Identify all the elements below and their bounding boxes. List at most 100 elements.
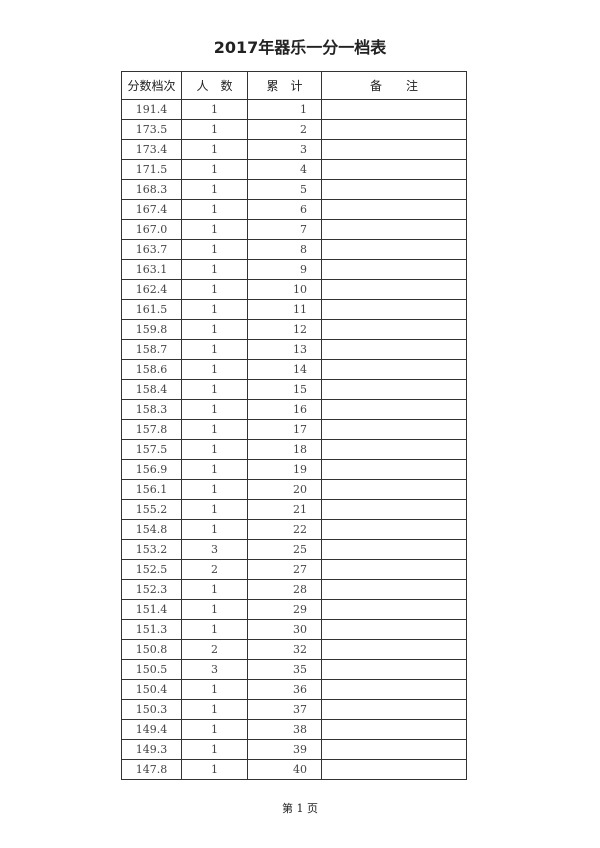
count-cell: 1 — [181, 239, 248, 260]
cumulative-cell: 6 — [247, 199, 322, 220]
table-row: 158.7 1 13 — [121, 339, 467, 360]
table-row: 173.5 1 2 — [121, 119, 467, 140]
notes-cell — [321, 699, 467, 720]
notes-cell — [321, 199, 467, 220]
cumulative-cell: 40 — [247, 759, 322, 780]
cumulative-cell: 35 — [247, 659, 322, 680]
table-row: 157.5 1 18 — [121, 439, 467, 460]
cumulative-cell: 20 — [247, 479, 322, 500]
table-row: 158.3 1 16 — [121, 399, 467, 420]
score-cell: 156.1 — [121, 479, 182, 500]
count-cell: 1 — [181, 499, 248, 520]
table-row: 163.7 1 8 — [121, 239, 467, 260]
cumulative-cell: 18 — [247, 439, 322, 460]
count-cell: 1 — [181, 259, 248, 280]
table-row: 149.3 1 39 — [121, 739, 467, 760]
score-cell: 167.4 — [121, 199, 182, 220]
count-cell: 1 — [181, 719, 248, 740]
table-row: 191.4 1 1 — [121, 99, 467, 120]
notes-cell — [321, 219, 467, 240]
score-cell: 158.6 — [121, 359, 182, 380]
count-cell: 1 — [181, 219, 248, 240]
count-cell: 1 — [181, 419, 248, 440]
count-cell: 1 — [181, 619, 248, 640]
table-row: 171.5 1 4 — [121, 159, 467, 180]
score-cell: 163.7 — [121, 239, 182, 260]
count-cell: 1 — [181, 399, 248, 420]
count-cell: 1 — [181, 99, 248, 120]
count-cell: 1 — [181, 299, 248, 320]
notes-cell — [321, 419, 467, 440]
table-row: 168.3 1 5 — [121, 179, 467, 200]
cumulative-cell: 22 — [247, 519, 322, 540]
count-cell: 1 — [181, 759, 248, 780]
table-row: 151.4 1 29 — [121, 599, 467, 620]
notes-cell — [321, 119, 467, 140]
notes-cell — [321, 239, 467, 260]
score-cell: 163.1 — [121, 259, 182, 280]
cumulative-cell: 4 — [247, 159, 322, 180]
cumulative-cell: 19 — [247, 459, 322, 480]
header-count: 人 数 — [181, 71, 248, 100]
score-cell: 159.8 — [121, 319, 182, 340]
cumulative-cell: 32 — [247, 639, 322, 660]
header-cumulative: 累 计 — [247, 71, 322, 100]
table-row: 159.8 1 12 — [121, 319, 467, 340]
page-title: 2017年器乐一分一档表 — [213, 38, 387, 57]
cumulative-cell: 1 — [247, 99, 322, 120]
count-cell: 1 — [181, 439, 248, 460]
table-row: 162.4 1 10 — [121, 279, 467, 300]
notes-cell — [321, 259, 467, 280]
count-cell: 2 — [181, 639, 248, 660]
cumulative-cell: 37 — [247, 699, 322, 720]
cumulative-cell: 17 — [247, 419, 322, 440]
score-cell: 150.3 — [121, 699, 182, 720]
score-cell: 150.5 — [121, 659, 182, 680]
table-row: 147.8 1 40 — [121, 759, 467, 780]
table-row: 152.3 1 28 — [121, 579, 467, 600]
table-row: 154.8 1 22 — [121, 519, 467, 540]
count-cell: 1 — [181, 479, 248, 500]
table-row: 149.4 1 38 — [121, 719, 467, 740]
notes-cell — [321, 179, 467, 200]
count-cell: 1 — [181, 579, 248, 600]
table-row: 156.1 1 20 — [121, 479, 467, 500]
count-cell: 1 — [181, 679, 248, 700]
notes-cell — [321, 359, 467, 380]
score-cell: 151.3 — [121, 619, 182, 640]
cumulative-cell: 13 — [247, 339, 322, 360]
notes-cell — [321, 639, 467, 660]
cumulative-cell: 36 — [247, 679, 322, 700]
notes-cell — [321, 579, 467, 600]
cumulative-cell: 9 — [247, 259, 322, 280]
table-row: 150.4 1 36 — [121, 679, 467, 700]
table-row: 150.8 2 32 — [121, 639, 467, 660]
count-cell: 1 — [181, 319, 248, 340]
header-score: 分数档次 — [121, 71, 182, 100]
notes-cell — [321, 139, 467, 160]
notes-cell — [321, 339, 467, 360]
notes-cell — [321, 159, 467, 180]
notes-cell — [321, 459, 467, 480]
count-cell: 1 — [181, 459, 248, 480]
table-row: 157.8 1 17 — [121, 419, 467, 440]
count-cell: 1 — [181, 699, 248, 720]
count-cell: 1 — [181, 519, 248, 540]
notes-cell — [321, 439, 467, 460]
notes-cell — [321, 739, 467, 760]
score-cell: 150.8 — [121, 639, 182, 660]
count-cell: 1 — [181, 159, 248, 180]
score-cell: 147.8 — [121, 759, 182, 780]
table-row: 150.3 1 37 — [121, 699, 467, 720]
score-cell: 162.4 — [121, 279, 182, 300]
cumulative-cell: 27 — [247, 559, 322, 580]
table-row: 173.4 1 3 — [121, 139, 467, 160]
cumulative-cell: 3 — [247, 139, 322, 160]
cumulative-cell: 10 — [247, 279, 322, 300]
cumulative-cell: 12 — [247, 319, 322, 340]
cumulative-cell: 2 — [247, 119, 322, 140]
score-cell: 149.4 — [121, 719, 182, 740]
score-cell: 151.4 — [121, 599, 182, 620]
table-row: 150.5 3 35 — [121, 659, 467, 680]
score-cell: 168.3 — [121, 179, 182, 200]
